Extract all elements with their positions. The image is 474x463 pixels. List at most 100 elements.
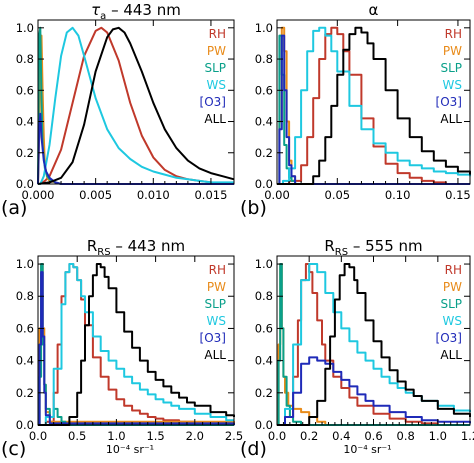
title-symbol: R bbox=[87, 237, 97, 255]
chart-title: RRS – 443 nm bbox=[87, 237, 185, 258]
chart-title: α bbox=[369, 1, 379, 19]
panel-label: (b) bbox=[240, 197, 267, 219]
y-tick-label: 0.6 bbox=[16, 321, 34, 335]
x-tick-label: 0.05 bbox=[325, 188, 351, 202]
panel-label: (c) bbox=[1, 438, 26, 460]
y-tick-label: 1.0 bbox=[255, 257, 273, 271]
y-tick-label: 0.4 bbox=[16, 354, 34, 368]
title-rest: – 443 nm bbox=[111, 237, 186, 255]
y-tick-label: 0.2 bbox=[255, 146, 273, 160]
chart-panel-2: 0.00 0.05 0.10 0.15 0.0 0.2 0.4 0.6 0.8 1.0 α (b) RH… bbox=[240, 1, 471, 219]
y-tick-label: 0.8 bbox=[16, 52, 34, 66]
legend-entry: RH bbox=[209, 263, 226, 277]
series-line-all bbox=[37, 26, 235, 185]
legend-entry: SLP bbox=[204, 61, 226, 75]
chart-title: τa – 443 nm bbox=[91, 1, 181, 22]
legend-entry: RH bbox=[209, 27, 226, 41]
axes-frame bbox=[37, 255, 235, 426]
y-tick-label: 0.8 bbox=[255, 52, 273, 66]
series-line-ws bbox=[38, 26, 234, 185]
x-tick-label: 0.015 bbox=[194, 188, 227, 202]
title-symbol: R bbox=[324, 237, 334, 255]
x-tick-label: 0.4 bbox=[332, 429, 350, 443]
series-line-o3 bbox=[277, 34, 470, 185]
legend-entry: PW bbox=[207, 280, 226, 294]
x-tick-label: 0.000 bbox=[22, 188, 55, 202]
y-tick-label: 0.0 bbox=[16, 177, 34, 191]
x-tick-label: 0.00 bbox=[264, 188, 290, 202]
x-tick-label: 0.8 bbox=[397, 429, 415, 443]
x-tick-label: 0.2 bbox=[300, 429, 318, 443]
legend-entry: [O3] bbox=[436, 331, 462, 345]
title-rest: – 555 nm bbox=[348, 237, 423, 255]
y-tick-label: 0.6 bbox=[255, 83, 273, 97]
x-tick-label: 2.0 bbox=[186, 429, 204, 443]
y-tick-label: 1.0 bbox=[16, 21, 34, 35]
legend-entry: WS bbox=[207, 314, 226, 328]
legend-entry: PW bbox=[207, 44, 226, 58]
x-tick-label: 0.15 bbox=[445, 188, 471, 202]
y-tick-label: 0.8 bbox=[16, 289, 34, 303]
x-axis-label: 10⁻⁴ sr⁻¹ bbox=[106, 443, 154, 456]
y-tick-label: 0.2 bbox=[255, 386, 273, 400]
title-subscript: RS bbox=[97, 247, 110, 258]
x-tick-label: 0.6 bbox=[364, 429, 382, 443]
legend-entry: SLP bbox=[440, 297, 462, 311]
series-line-rh bbox=[277, 26, 470, 185]
y-tick-label: 0.0 bbox=[255, 418, 273, 432]
x-tick-label: 0.0 bbox=[29, 429, 47, 443]
legend-entry: ALL bbox=[440, 112, 462, 126]
x-tick-label: 0.5 bbox=[68, 429, 86, 443]
x-tick-label: 0.005 bbox=[79, 188, 112, 202]
chart-panel-3: 0.0 0.5 1.0 1.5 2.0 2.5 0.0 0.2 0.4 0.6 0.8 1.0 RRS … bbox=[1, 237, 243, 460]
y-tick-label: 0.8 bbox=[255, 289, 273, 303]
panel-label: (d) bbox=[240, 438, 267, 460]
x-tick-label: 2.5 bbox=[225, 429, 243, 443]
x-tick-label: 1.5 bbox=[146, 429, 164, 443]
y-tick-label: 0.4 bbox=[16, 115, 34, 129]
y-tick-label: 0.6 bbox=[16, 83, 34, 97]
x-tick-label: 0.0 bbox=[268, 429, 286, 443]
y-tick-label: 0.2 bbox=[16, 146, 34, 160]
y-tick-label: 1.0 bbox=[255, 21, 273, 35]
y-tick-label: 0.4 bbox=[255, 354, 273, 368]
legend-entry: ALL bbox=[204, 112, 226, 126]
x-tick-label: 1.0 bbox=[107, 429, 125, 443]
y-tick-label: 0.2 bbox=[16, 386, 34, 400]
series-line-all bbox=[38, 263, 235, 426]
x-tick-label: 0.10 bbox=[385, 188, 411, 202]
y-tick-label: 0.0 bbox=[255, 177, 273, 191]
legend-entry: [O3] bbox=[436, 95, 462, 109]
x-axis-label: 10⁻⁴ sr⁻¹ bbox=[343, 443, 391, 456]
x-tick-label: 1.0 bbox=[429, 429, 447, 443]
series-line-all bbox=[277, 26, 471, 185]
title-subscript: RS bbox=[335, 247, 348, 258]
title-subscript: a bbox=[100, 11, 106, 22]
legend-entry: ALL bbox=[204, 348, 226, 362]
y-tick-label: 0.4 bbox=[255, 115, 273, 129]
axes-frame bbox=[37, 19, 235, 185]
legend-entry: PW bbox=[443, 44, 462, 58]
series-line-slp bbox=[277, 34, 470, 185]
x-tick-label: 0.010 bbox=[137, 188, 170, 202]
legend-entry: SLP bbox=[204, 297, 226, 311]
title-symbol: τ bbox=[91, 1, 101, 19]
series-line-all bbox=[277, 263, 471, 426]
series-line-o3 bbox=[38, 271, 235, 426]
legend-entry: PW bbox=[443, 280, 462, 294]
series-line-ws bbox=[38, 263, 234, 426]
title-symbol: α bbox=[369, 1, 379, 19]
panel-label: (a) bbox=[1, 197, 27, 219]
series-line-rh bbox=[277, 263, 470, 426]
legend-entry: RH bbox=[445, 263, 462, 277]
legend-entry: WS bbox=[443, 78, 462, 92]
title-rest: – 443 nm bbox=[106, 1, 181, 19]
x-tick-label: 1.2 bbox=[461, 429, 474, 443]
series-line-o3 bbox=[277, 356, 471, 426]
y-tick-label: 0.0 bbox=[16, 418, 34, 432]
legend-entry: [O3] bbox=[200, 331, 226, 345]
legend-entry: WS bbox=[207, 78, 226, 92]
legend-entry: WS bbox=[443, 314, 462, 328]
legend-entry: [O3] bbox=[200, 95, 226, 109]
